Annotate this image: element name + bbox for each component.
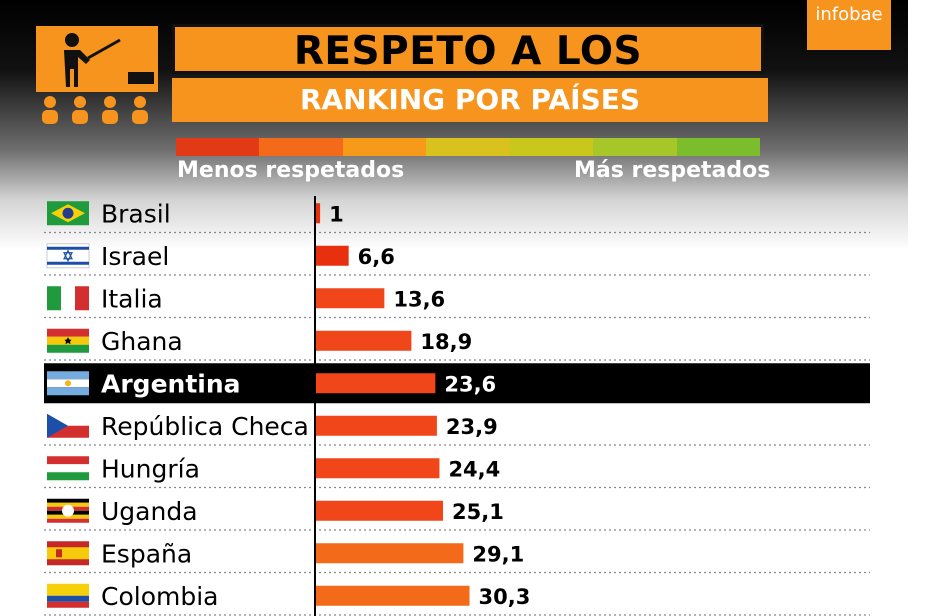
flag-argentina-icon	[47, 371, 89, 396]
scale-segment-3	[342, 138, 427, 156]
category-label-10: Colombia	[101, 582, 218, 611]
bar-8	[315, 500, 444, 521]
bar-4	[315, 330, 412, 351]
value-label-3: 13,6	[393, 287, 445, 311]
value-label-10: 30,3	[479, 585, 531, 609]
flag-brazil-icon	[47, 201, 89, 226]
category-label-1: Brasil	[101, 199, 171, 228]
value-label-9: 29,1	[472, 542, 524, 566]
bar-3	[315, 288, 385, 309]
category-label-7: Hungría	[101, 454, 200, 483]
scale-segment-2	[259, 138, 343, 156]
teacher-classroom-icon	[36, 26, 158, 124]
color-scale	[176, 138, 760, 156]
category-label-5: Argentina	[101, 369, 241, 398]
bar-9	[315, 543, 464, 564]
scale-segment-6	[593, 138, 677, 156]
scale-segment-1	[176, 138, 260, 156]
value-label-4: 18,9	[420, 330, 472, 354]
category-label-9: España	[101, 539, 192, 568]
bar-5	[315, 373, 436, 394]
flag-colombia-icon	[47, 583, 89, 608]
category-label-2: Israel	[101, 242, 169, 271]
category-label-8: Uganda	[101, 497, 198, 526]
chart-subtitle: RANKING POR PAÍSES	[172, 78, 768, 122]
legend-high-label: Más respetados	[574, 158, 771, 183]
value-label-8: 25,1	[452, 500, 504, 524]
scale-segment-4	[426, 138, 510, 156]
bar-7	[315, 458, 440, 479]
bar-1	[315, 203, 321, 224]
category-label-4: Ghana	[101, 327, 183, 356]
flag-ghana-icon	[47, 328, 89, 353]
scale-segment-7	[676, 138, 760, 156]
value-label-6: 23,9	[446, 415, 498, 439]
flag-hungary-icon	[47, 456, 89, 481]
flag-uganda-icon	[47, 498, 89, 523]
flag-israel-icon	[46, 243, 90, 269]
bar-6	[315, 415, 437, 436]
category-label-6: República Checa	[101, 412, 309, 441]
value-label-1: 1	[329, 202, 344, 226]
scale-segment-5	[509, 138, 594, 156]
bar-10	[315, 585, 470, 606]
brand-logo: infobae	[807, 0, 891, 50]
flag-spain-icon	[47, 541, 89, 566]
category-label-3: Italia	[101, 284, 163, 313]
value-label-7: 24,4	[448, 457, 500, 481]
value-label-2: 6,6	[358, 245, 395, 269]
bar-2	[315, 245, 349, 266]
infographic: infobae RESPETO A LOS MAESTROS RANKING P…	[0, 0, 908, 616]
bar-chart: Brasil 1 Israel 6,6 Italia 13,6 Ghana 18,9 Argen…	[44, 196, 870, 616]
chart-title: RESPETO A LOS MAESTROS	[172, 24, 764, 124]
highlight-row-5	[44, 363, 870, 404]
legend-low-label: Menos respetados	[177, 158, 405, 183]
flag-italy-icon	[47, 286, 89, 311]
flag-czech-icon	[47, 413, 89, 438]
value-label-5: 23,6	[444, 372, 496, 396]
